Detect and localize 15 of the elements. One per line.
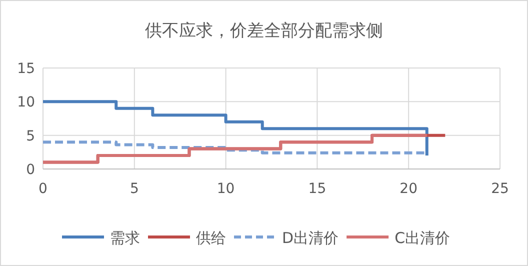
y-tick-label: 5 [26,128,35,144]
x-tick-label: 5 [130,181,139,197]
legend-label: 需求 [110,229,140,247]
legend-label: D出清价 [282,229,339,247]
chart-title: 供不应求，价差全部分配需求侧 [145,21,383,41]
legend-label: 供给 [196,229,226,247]
y-tick-label: 0 [26,162,35,178]
x-tick-label: 20 [400,181,418,197]
x-tick-label: 0 [38,181,48,197]
x-tick-label: 25 [491,181,509,197]
y-tick-label: 10 [17,94,35,111]
x-tick-label: 10 [216,181,235,197]
legend-label: C出清价 [394,229,450,247]
y-tick-label: 15 [17,61,35,77]
x-tick-label: 15 [308,181,326,197]
